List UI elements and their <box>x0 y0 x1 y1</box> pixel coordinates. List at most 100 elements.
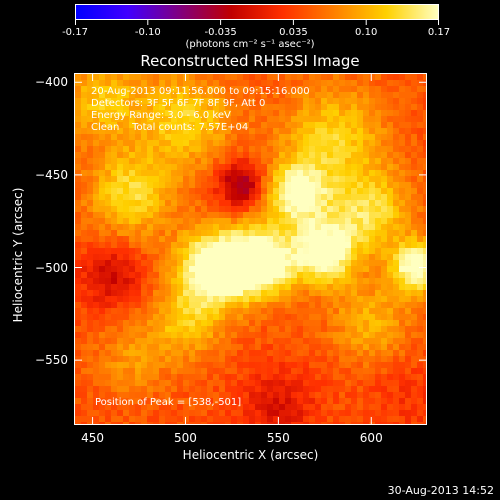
heatmap-cell <box>87 416 94 423</box>
heatmap-cell <box>303 152 310 159</box>
heatmap-cell <box>225 410 232 417</box>
heatmap-cell <box>129 74 136 81</box>
heatmap-cell <box>297 392 304 399</box>
heatmap-cell <box>399 158 406 165</box>
heatmap-cell <box>225 416 232 423</box>
heatmap-cell <box>255 248 262 255</box>
heatmap-cell <box>135 140 142 147</box>
heatmap-cell <box>279 122 286 129</box>
heatmap-cell <box>375 170 382 177</box>
heatmap-cell <box>291 320 298 327</box>
heatmap-cell <box>87 158 94 165</box>
heatmap-cell <box>279 392 286 399</box>
heatmap-cell <box>129 410 136 417</box>
heatmap-cell <box>225 134 232 141</box>
heatmap-cell <box>147 278 154 285</box>
heatmap-cell <box>237 200 244 207</box>
heatmap-cell <box>405 284 412 291</box>
heatmap-cell <box>165 248 172 255</box>
heatmap-cell <box>123 290 130 297</box>
heatmap-cell <box>267 158 274 165</box>
heatmap-cell <box>321 416 328 423</box>
heatmap-cell <box>315 266 322 273</box>
heatmap-cell <box>369 386 376 393</box>
heatmap-cell <box>117 164 124 171</box>
heatmap-cell <box>141 368 148 375</box>
heatmap-cell <box>321 374 328 381</box>
heatmap-cell <box>327 116 334 123</box>
heatmap-cell <box>303 296 310 303</box>
heatmap-cell <box>201 164 208 171</box>
heatmap-cell <box>375 182 382 189</box>
heatmap-cell <box>99 206 106 213</box>
heatmap-cell <box>183 200 190 207</box>
heatmap-cell <box>255 164 262 171</box>
heatmap-cell <box>171 182 178 189</box>
heatmap-cell <box>195 242 202 249</box>
heatmap-cell <box>249 302 256 309</box>
heatmap-cell <box>153 410 160 417</box>
heatmap-cell <box>393 296 400 303</box>
heatmap-cell <box>93 266 100 273</box>
heatmap-cell <box>315 116 322 123</box>
heatmap-cell <box>243 128 250 135</box>
heatmap-cell <box>165 404 172 411</box>
heatmap-cell <box>423 284 426 291</box>
heatmap-cell <box>189 290 196 297</box>
heatmap-cell <box>291 248 298 255</box>
heatmap-cell <box>327 188 334 195</box>
heatmap-cell <box>249 380 256 387</box>
heatmap-cell <box>165 260 172 267</box>
heatmap-cell <box>225 194 232 201</box>
heatmap-cell <box>363 368 370 375</box>
heatmap-cell <box>123 386 130 393</box>
heatmap-cell <box>345 230 352 237</box>
heatmap-cell <box>111 110 118 117</box>
heatmap-cell <box>327 284 334 291</box>
heatmap-cell <box>183 410 190 417</box>
heatmap-cell <box>261 296 268 303</box>
heatmap-cell <box>321 422 328 424</box>
heatmap-cell <box>75 152 82 159</box>
heatmap-cell <box>255 134 262 141</box>
heatmap-cell <box>381 314 388 321</box>
heatmap-cell <box>225 74 232 81</box>
heatmap-cell <box>333 386 340 393</box>
heatmap-cell <box>147 80 154 87</box>
heatmap-cell <box>195 164 202 171</box>
heatmap-cell <box>141 74 148 81</box>
heatmap-cell <box>93 122 100 129</box>
heatmap-cell <box>297 104 304 111</box>
heatmap-cell <box>123 326 130 333</box>
heatmap-cell <box>231 260 238 267</box>
heatmap-cell <box>255 314 262 321</box>
heatmap-cell <box>111 302 118 309</box>
heatmap-cell <box>273 254 280 261</box>
heatmap-cell <box>177 350 184 357</box>
heatmap-cell <box>417 374 424 381</box>
heatmap-cell <box>105 344 112 351</box>
heatmap-cell <box>387 242 394 249</box>
heatmap-cell <box>159 176 166 183</box>
heatmap-cell <box>387 212 394 219</box>
heatmap-cell <box>243 170 250 177</box>
heatmap-cell <box>111 212 118 219</box>
heatmap-cell <box>327 146 334 153</box>
heatmap-cell <box>153 272 160 279</box>
heatmap-cell <box>111 314 118 321</box>
heatmap-cell <box>213 158 220 165</box>
heatmap-cell <box>315 242 322 249</box>
heatmap-cell <box>81 110 88 117</box>
colorbar-tick-label: 0.17 <box>427 27 451 38</box>
heatmap-cell <box>423 254 426 261</box>
heatmap-cell <box>363 170 370 177</box>
heatmap-cell <box>399 284 406 291</box>
heatmap-cell <box>213 278 220 285</box>
heatmap-cell <box>273 176 280 183</box>
heatmap-cell <box>153 116 160 123</box>
heatmap-cell <box>387 386 394 393</box>
heatmap-cell <box>315 146 322 153</box>
heatmap-cell <box>303 254 310 261</box>
heatmap-cell <box>291 242 298 249</box>
heatmap-cell <box>411 302 418 309</box>
